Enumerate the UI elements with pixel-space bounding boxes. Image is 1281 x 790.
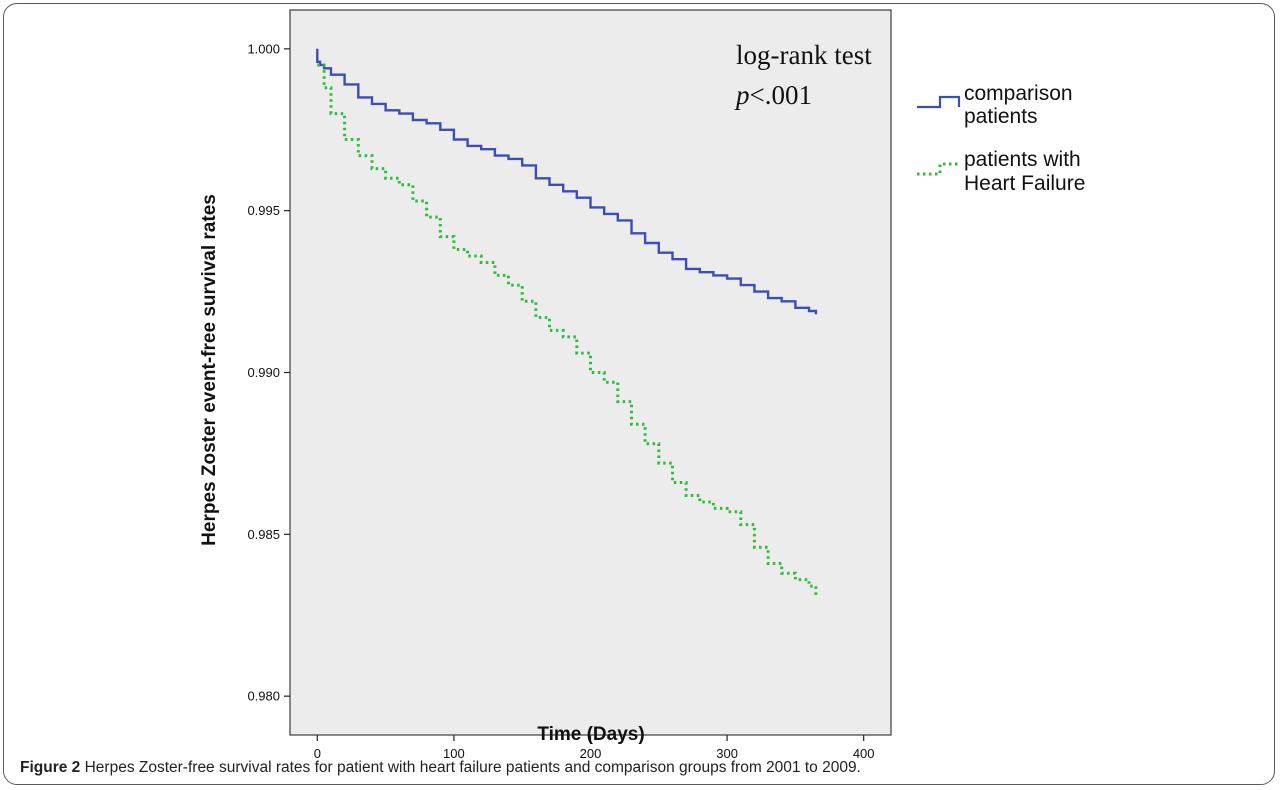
series-line-comparison [316, 48, 818, 315]
y-tick-label: 0.990 [247, 365, 280, 380]
y-tick-label: 0.980 [247, 689, 280, 704]
legend-label-heart-failure-line2: Heart Failure [964, 172, 1085, 195]
caption-text: Herpes Zoster-free survival rates for pa… [84, 759, 861, 776]
logrank-label: log-rank test [736, 40, 872, 70]
logrank-annotation: log-rank test p<.001 [734, 40, 872, 110]
legend-label-comparison-line1: comparison [964, 82, 1073, 105]
x-tick-label: 100 [443, 746, 465, 760]
y-axis-title: Herpes Zoster event-free survival rates [199, 194, 220, 546]
x-tick-label: 200 [580, 746, 602, 760]
legend-symbol-comparison [917, 95, 961, 109]
figure-label: Figure 2 [20, 759, 81, 776]
series-layer [316, 48, 818, 596]
y-tick-label: 0.985 [247, 527, 280, 542]
x-tick-label: 300 [716, 746, 738, 760]
y-tick-label: 0.995 [247, 203, 280, 218]
legend-label-comparison-line2: patients [964, 105, 1038, 128]
x-axis-title: Time (Days) [537, 724, 644, 745]
x-axis: 0 100 200 300 400 [314, 735, 875, 760]
p-symbol: p [734, 80, 750, 110]
p-value: p<.001 [734, 80, 812, 110]
legend-symbol-heart-failure [917, 162, 959, 176]
y-axis: 0.980 0.985 0.990 0.995 1.000 [247, 41, 290, 704]
p-value-text: <.001 [750, 80, 812, 110]
x-tick-label: 0 [314, 746, 321, 760]
x-tick-label: 400 [853, 746, 875, 760]
series-line-heart-failure [317, 63, 818, 596]
legend-label-heart-failure-line1: patients with [964, 148, 1081, 171]
legend: comparison patients patients with Heart … [917, 82, 1085, 195]
figure-caption: Figure 2 Herpes Zoster-free survival rat… [20, 759, 1260, 777]
plot-area [289, 9, 892, 736]
y-tick-label: 1.000 [247, 41, 280, 56]
